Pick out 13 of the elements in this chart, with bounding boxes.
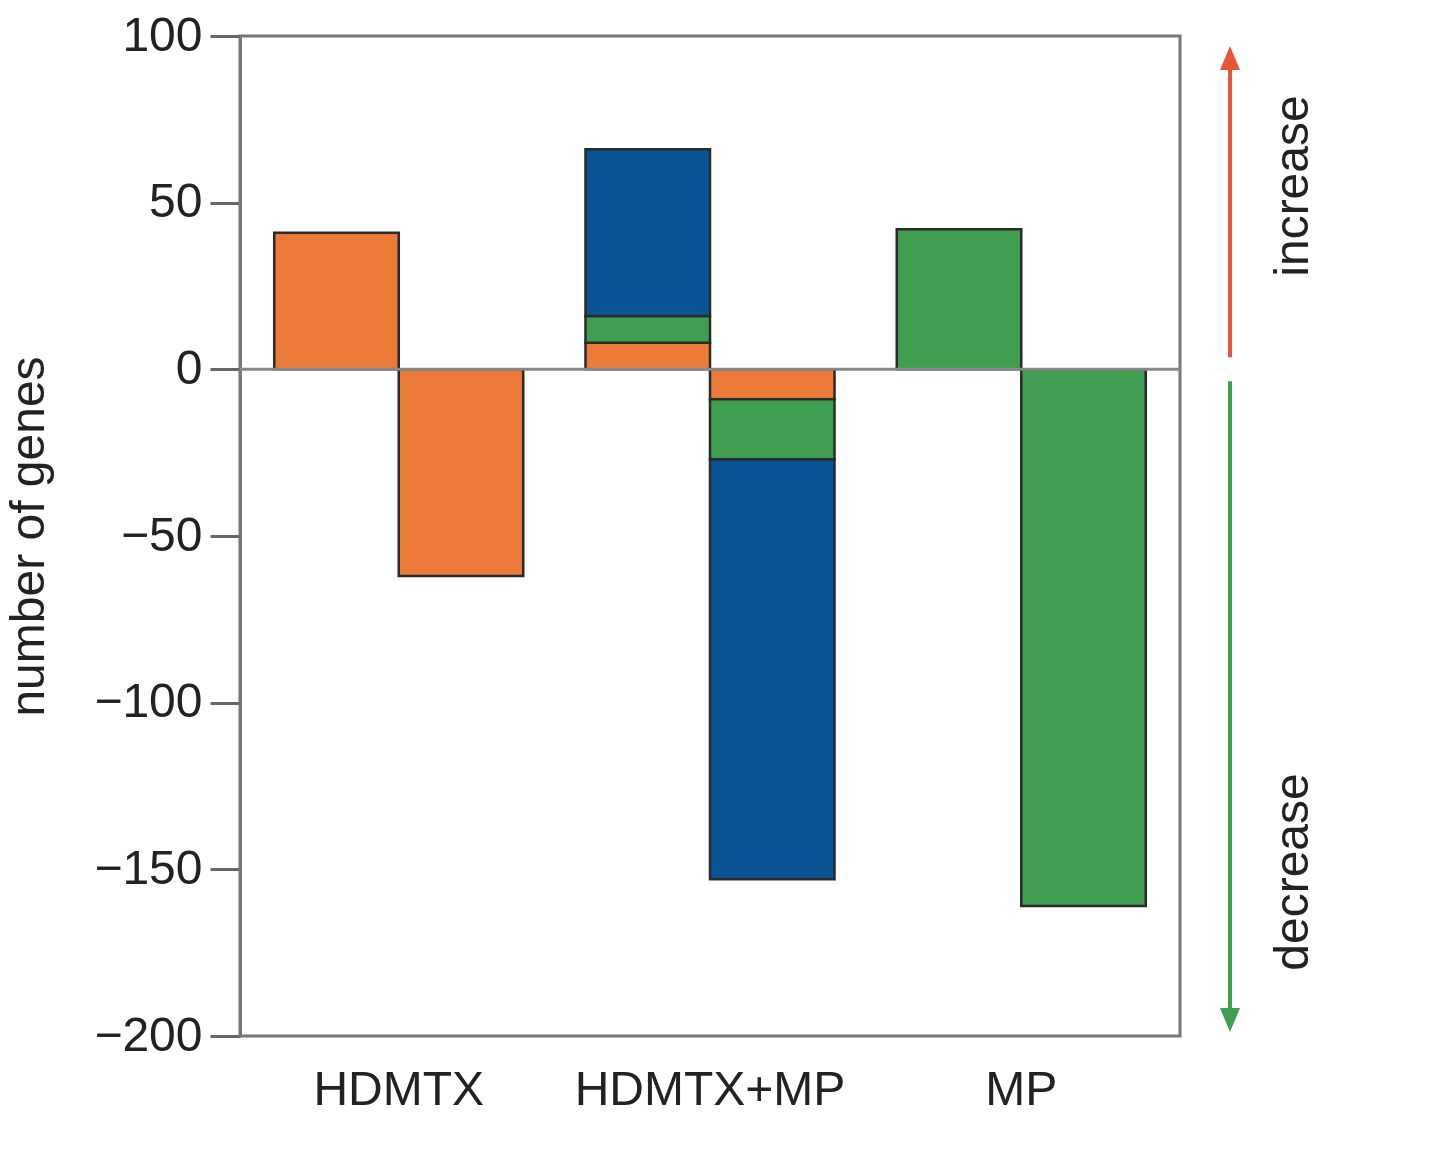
- x-tick-label: MP: [985, 1061, 1058, 1115]
- y-tick-label: −50: [121, 507, 203, 561]
- y-axis-title: number of genes: [1, 356, 55, 717]
- x-tick-label: HDMTX: [313, 1061, 485, 1115]
- y-tick-label: −150: [94, 840, 203, 894]
- text: increase: [1265, 95, 1318, 277]
- text: decrease: [1265, 773, 1318, 971]
- y-tick-label: 100: [122, 7, 203, 61]
- y-tick-label: 50: [149, 174, 203, 228]
- y-tick-label: −100: [94, 674, 203, 728]
- y-tick-label: 0: [175, 340, 203, 394]
- y-tick-label: −200: [94, 1007, 203, 1061]
- x-tick-label: HDMTX+MP: [574, 1061, 846, 1115]
